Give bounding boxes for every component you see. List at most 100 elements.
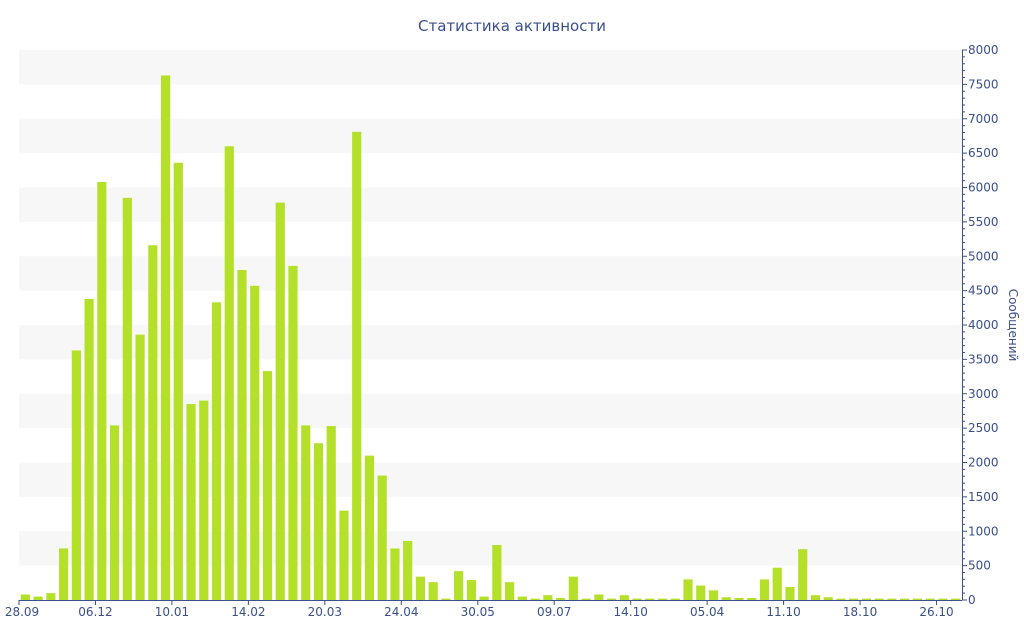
bar[interactable] <box>759 579 770 601</box>
bar[interactable] <box>352 131 362 600</box>
bar[interactable] <box>645 598 655 601</box>
y-tick-label: 5500 <box>968 215 999 229</box>
bar[interactable] <box>250 285 260 600</box>
grid-band <box>19 531 962 566</box>
bar[interactable] <box>861 598 872 601</box>
bar[interactable] <box>619 595 629 600</box>
grid-band <box>19 187 962 222</box>
bar[interactable] <box>122 197 132 600</box>
bar[interactable] <box>823 597 833 600</box>
bar[interactable] <box>148 245 158 600</box>
bar[interactable] <box>785 586 795 600</box>
x-tick-label: 26.10 <box>919 605 953 619</box>
bar[interactable] <box>670 598 680 601</box>
bar[interactable] <box>173 162 183 600</box>
bar[interactable] <box>492 545 502 600</box>
bar[interactable] <box>441 598 451 601</box>
bar[interactable] <box>160 75 171 600</box>
bar[interactable] <box>313 443 324 600</box>
bar[interactable] <box>186 404 196 600</box>
bar[interactable] <box>390 548 400 600</box>
x-tick-label: 11.10 <box>766 605 800 619</box>
bar[interactable] <box>951 598 961 601</box>
x-tick-label: 10.01 <box>155 605 189 619</box>
y-tick-label: 2000 <box>968 456 999 470</box>
grid-band <box>19 393 962 429</box>
grid-band <box>19 118 962 154</box>
y-tick-label: 1500 <box>968 490 999 504</box>
bar[interactable] <box>657 598 668 601</box>
bar[interactable] <box>721 597 731 600</box>
bar[interactable] <box>517 596 527 600</box>
bar[interactable] <box>262 371 273 600</box>
bar[interactable] <box>84 298 94 601</box>
bar[interactable] <box>20 594 30 601</box>
bar[interactable] <box>211 302 222 600</box>
bar[interactable] <box>938 598 948 601</box>
bar[interactable] <box>900 598 910 601</box>
bar[interactable] <box>364 455 375 601</box>
bar[interactable] <box>912 598 922 601</box>
bar[interactable] <box>59 548 69 600</box>
bar[interactable] <box>97 182 107 600</box>
bar[interactable] <box>530 598 540 601</box>
bar[interactable] <box>33 596 43 600</box>
y-tick-label: 6500 <box>968 146 999 160</box>
bar[interactable] <box>71 350 81 600</box>
bar[interactable] <box>135 334 145 601</box>
y-tick-label: 7500 <box>968 77 999 91</box>
bar[interactable] <box>568 576 578 601</box>
bar[interactable] <box>454 571 464 601</box>
bar[interactable] <box>199 400 209 601</box>
bar[interactable] <box>683 579 693 601</box>
bar[interactable] <box>606 598 617 601</box>
bar[interactable] <box>326 426 336 600</box>
y-tick-label: 4000 <box>968 318 999 332</box>
bar[interactable] <box>836 598 846 601</box>
bar[interactable] <box>925 598 935 601</box>
bar[interactable] <box>696 585 706 600</box>
chart-title: Статистика активности <box>418 17 606 35</box>
bar[interactable] <box>810 595 821 600</box>
x-tick-label: 30.05 <box>461 605 495 619</box>
bar[interactable] <box>466 580 476 600</box>
bar[interactable] <box>734 597 744 600</box>
bar[interactable] <box>377 475 387 600</box>
bar[interactable] <box>288 265 298 601</box>
bar[interactable] <box>849 598 859 601</box>
y-axis-label: Сообщений <box>1006 289 1020 362</box>
bar[interactable] <box>428 582 438 601</box>
bar[interactable] <box>46 593 56 601</box>
y-tick-label: 3000 <box>968 387 999 401</box>
bar[interactable] <box>632 598 642 601</box>
y-tick-label: 2500 <box>968 421 999 435</box>
bar[interactable] <box>109 425 120 601</box>
bar[interactable] <box>339 510 349 601</box>
bar[interactable] <box>798 549 808 601</box>
x-tick-label: 05.04 <box>690 605 724 619</box>
bar[interactable] <box>479 596 489 600</box>
y-tick-label: 3500 <box>968 352 999 366</box>
bar[interactable] <box>887 598 897 601</box>
bars-group <box>20 75 961 601</box>
bar[interactable] <box>505 582 515 601</box>
bar[interactable] <box>772 567 782 600</box>
bar[interactable] <box>708 590 719 601</box>
bar[interactable] <box>556 597 566 600</box>
bar[interactable] <box>403 540 413 601</box>
bar[interactable] <box>224 146 234 600</box>
bar[interactable] <box>543 595 553 600</box>
bar[interactable] <box>874 598 884 601</box>
bar[interactable] <box>415 576 425 601</box>
grid-band <box>19 256 962 291</box>
bar[interactable] <box>594 594 604 601</box>
bar[interactable] <box>237 270 247 600</box>
bar[interactable] <box>301 425 311 601</box>
bar[interactable] <box>275 202 285 601</box>
bar[interactable] <box>581 598 591 601</box>
x-tick-label: 20.03 <box>308 605 342 619</box>
y-axis: 0 500 1000 1500 2000 2500 3000 3500 4000 4500 5000… <box>962 43 999 607</box>
bar[interactable] <box>747 597 757 600</box>
y-tick-label: 1000 <box>968 524 999 538</box>
